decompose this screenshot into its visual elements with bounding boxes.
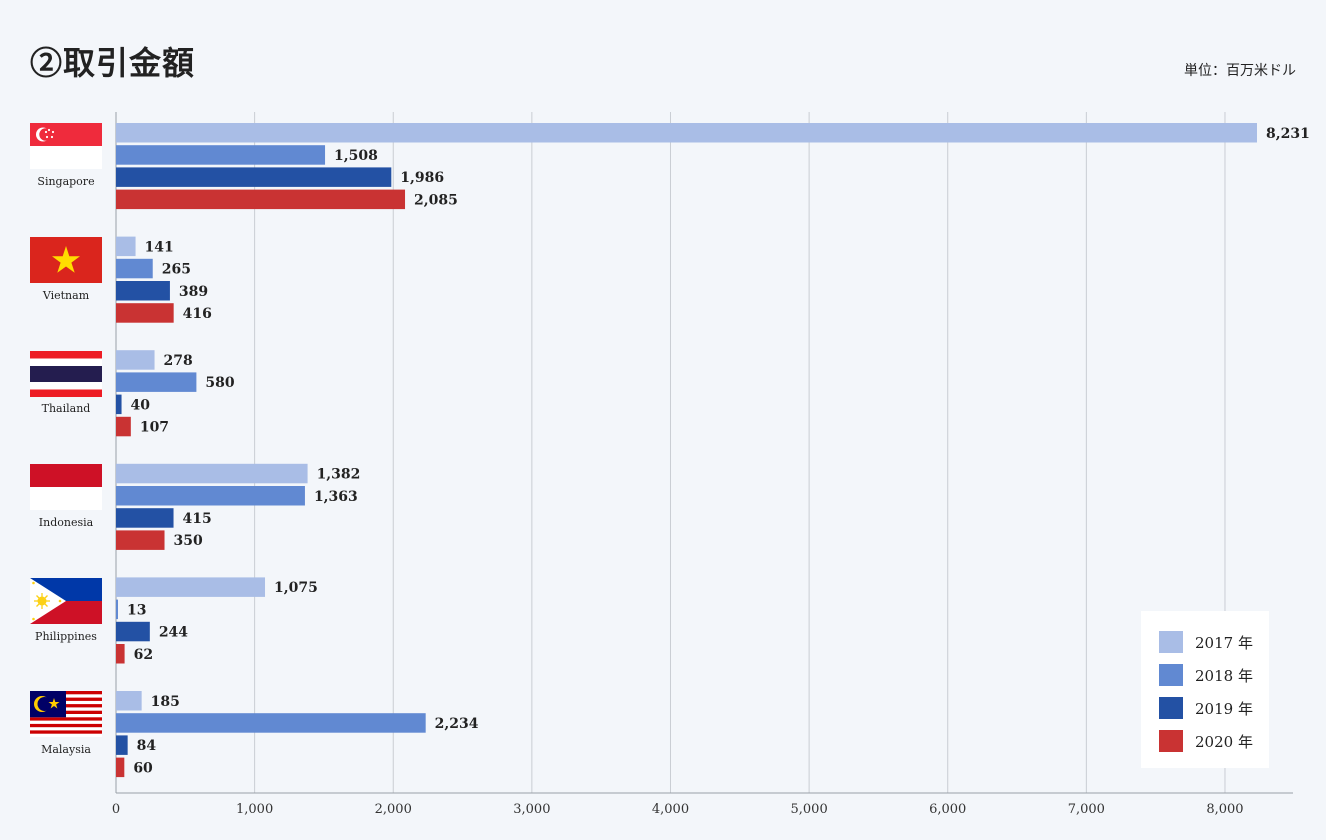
- bar: [116, 281, 170, 301]
- chart-title: ②取引金額: [30, 44, 196, 82]
- unit-label: 単位：百万米ドル: [1184, 63, 1296, 79]
- legend-swatch-2017: [1159, 631, 1183, 653]
- data-label: 580: [205, 375, 234, 391]
- chart-legend: 2017 年 2018 年 2019 年 2020 年: [1141, 611, 1269, 768]
- legend-swatch-2019: [1159, 697, 1183, 719]
- legend-label-2017: 2017 年: [1195, 633, 1253, 652]
- data-label: 107: [140, 420, 169, 436]
- indonesia-flag: [30, 464, 102, 510]
- data-label: 40: [131, 397, 151, 413]
- legend-label-2020: 2020 年: [1195, 732, 1253, 751]
- country-label-malaysia: Malaysia: [41, 743, 91, 756]
- x-tick-label: 6,000: [929, 802, 966, 817]
- bar: [116, 599, 118, 620]
- bar: [116, 394, 122, 415]
- legend-item-2017: 2017 年: [1159, 630, 1253, 654]
- data-label: 350: [174, 533, 203, 549]
- x-tick-label: 8,000: [1206, 802, 1243, 817]
- x-tick-label: 0: [112, 802, 120, 817]
- data-label: 265: [162, 262, 191, 278]
- vietnam-flag: [30, 237, 102, 283]
- bar: [116, 621, 150, 642]
- data-label: 141: [145, 239, 174, 255]
- x-tick-label: 2,000: [375, 802, 412, 817]
- data-label: 1,075: [274, 580, 318, 596]
- malaysia-flag: [30, 691, 102, 737]
- data-label: 62: [134, 647, 153, 663]
- country-label-vietnam: Vietnam: [42, 289, 90, 302]
- x-tick-label: 4,000: [652, 802, 689, 817]
- thailand-flag: [30, 351, 102, 397]
- bar: [116, 167, 392, 187]
- data-label: 2,234: [435, 716, 479, 732]
- bar: [116, 644, 125, 664]
- bar: [116, 258, 153, 279]
- data-label: 13: [127, 602, 146, 618]
- legend-item-2019: 2019 年: [1159, 696, 1253, 720]
- bar: [116, 350, 155, 370]
- data-label: 1,382: [317, 467, 361, 483]
- data-label: 415: [183, 511, 212, 527]
- data-label: 8,231: [1266, 126, 1310, 142]
- bar: [116, 508, 174, 528]
- data-label: 2,085: [414, 192, 458, 208]
- data-label: 389: [179, 284, 208, 300]
- singapore-flag: [30, 123, 102, 169]
- country-label-indonesia: Indonesia: [38, 516, 94, 529]
- philippines-flag: [30, 578, 102, 624]
- data-label: 1,508: [334, 148, 378, 164]
- bar: [116, 486, 305, 506]
- data-label: 60: [133, 760, 153, 776]
- bar: [116, 145, 326, 165]
- bar: [116, 713, 426, 733]
- bar: [116, 757, 125, 778]
- data-label: 416: [183, 306, 212, 322]
- data-label: 185: [151, 694, 180, 710]
- x-tick-label: 3,000: [513, 802, 550, 817]
- x-tick-label: 5,000: [791, 802, 828, 817]
- x-tick-label: 7,000: [1068, 802, 1105, 817]
- data-label: 84: [137, 738, 157, 754]
- legend-item-2020: 2020 年: [1159, 729, 1253, 753]
- bar: [116, 691, 142, 711]
- country-label-singapore: Singapore: [37, 175, 95, 188]
- bar: [116, 577, 266, 597]
- country-label-thailand: Thailand: [41, 402, 91, 415]
- x-tick-label: 1,000: [236, 802, 273, 817]
- legend-label-2019: 2019 年: [1195, 699, 1253, 718]
- legend-swatch-2018: [1159, 664, 1183, 686]
- bar: [116, 123, 1257, 143]
- bar: [116, 236, 136, 257]
- bar: [116, 530, 165, 550]
- country-label-philippines: Philippines: [35, 630, 97, 643]
- data-label: 1,363: [314, 489, 358, 505]
- legend-item-2018: 2018 年: [1159, 663, 1253, 687]
- legend-label-2018: 2018 年: [1195, 666, 1253, 685]
- bar: [116, 372, 197, 392]
- bar: [116, 303, 174, 323]
- bar: [116, 735, 128, 755]
- data-label: 278: [164, 353, 193, 369]
- legend-swatch-2020: [1159, 730, 1183, 752]
- bar: [116, 416, 131, 437]
- bar: [116, 189, 406, 210]
- bar: [116, 463, 308, 484]
- data-label: 1,986: [400, 170, 444, 186]
- data-label: 244: [159, 625, 188, 641]
